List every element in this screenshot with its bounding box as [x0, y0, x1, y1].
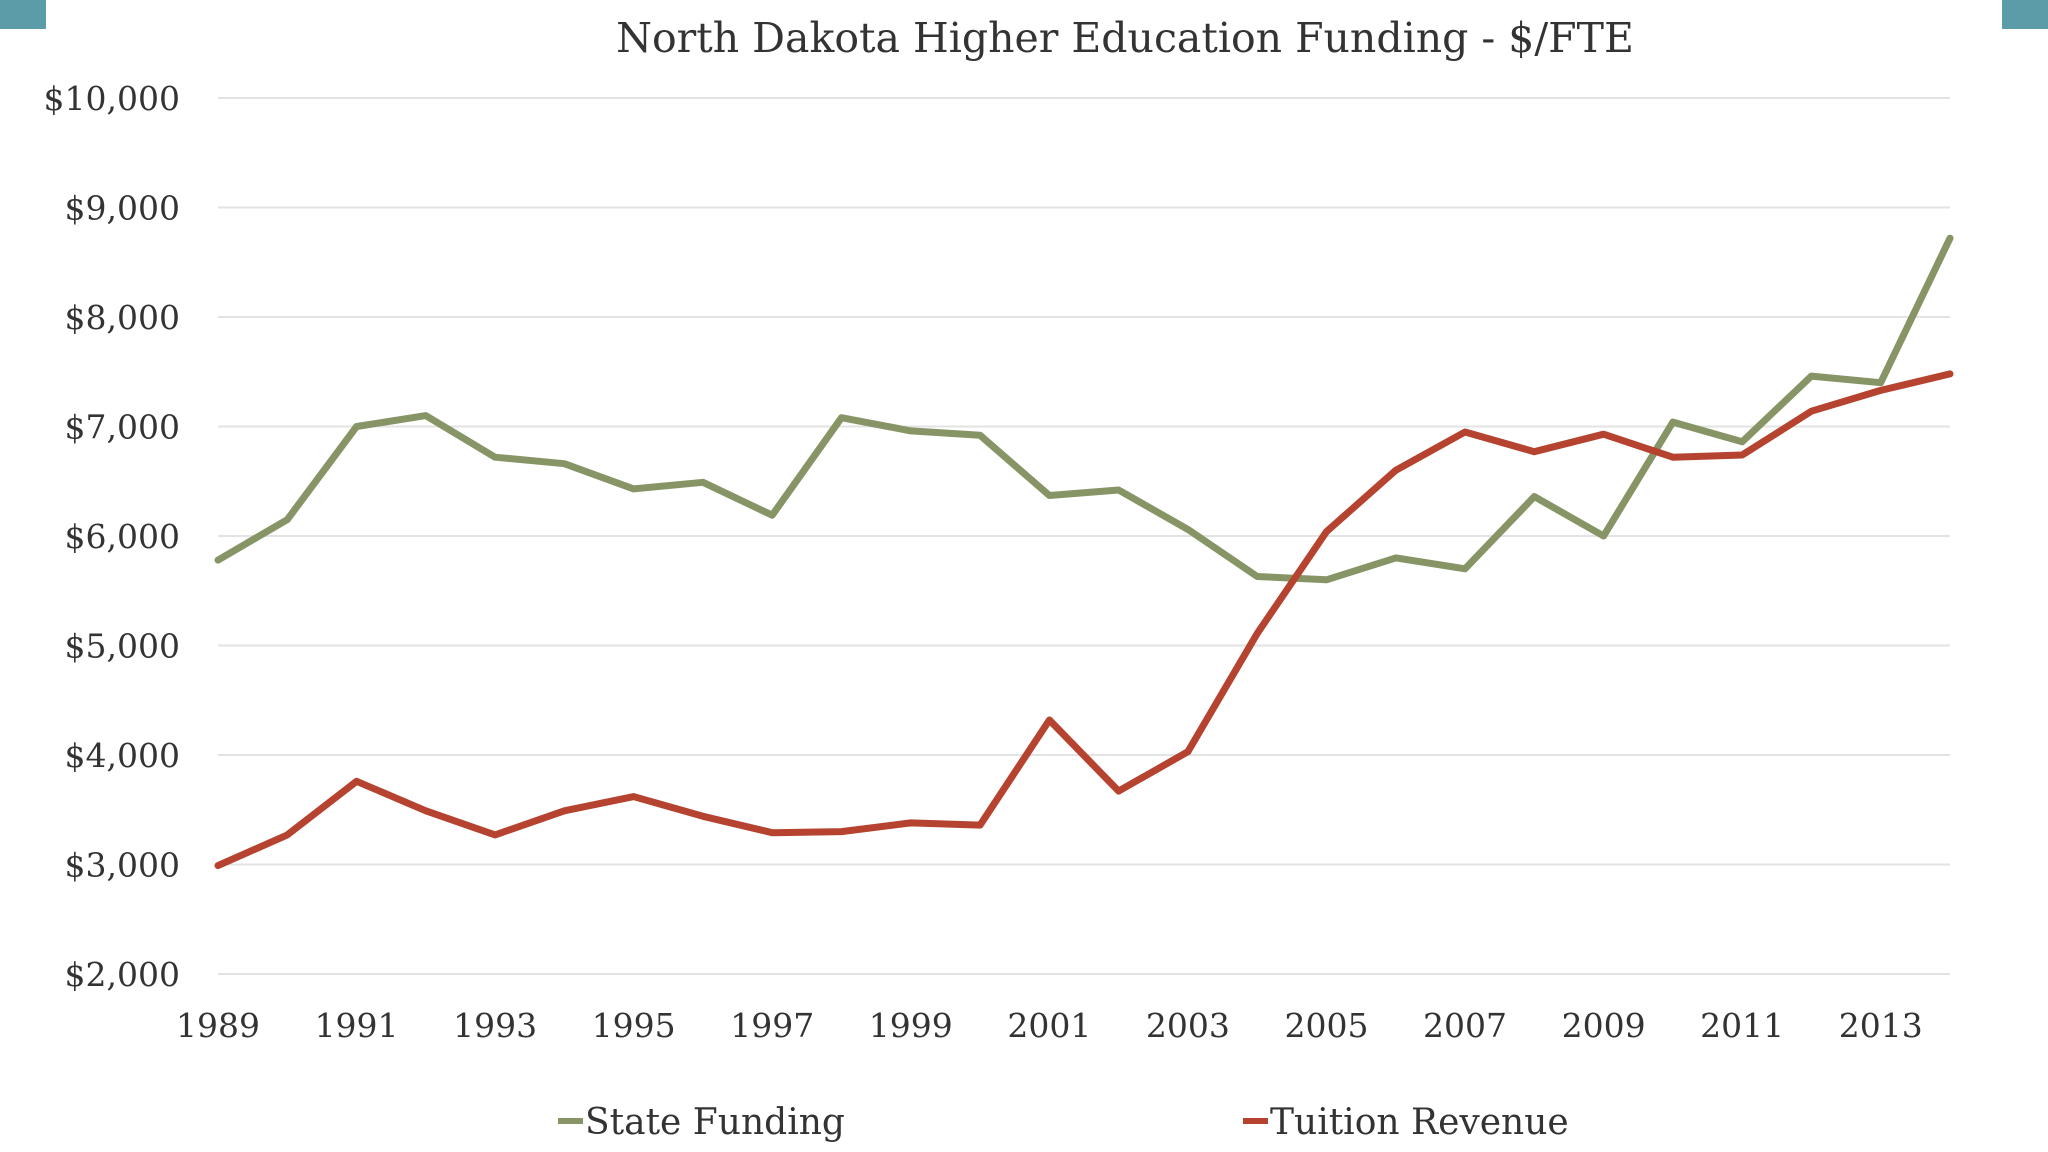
y-tick-label: $5,000	[65, 627, 180, 666]
x-tick-label: 1997	[730, 1006, 814, 1045]
y-tick-label: $8,000	[65, 298, 180, 337]
series-line-tuition-revenue	[214, 370, 1954, 870]
legend-label-state-funding: State Funding	[585, 1102, 845, 1143]
slide-corner-accent-left	[0, 0, 46, 29]
x-tick-label: 2001	[1007, 1006, 1091, 1045]
y-tick-label: $2,000	[65, 955, 180, 994]
y-tick-label: $9,000	[65, 189, 180, 228]
chart-title: North Dakota Higher Education Funding - …	[616, 14, 1634, 62]
x-tick-label: 1995	[592, 1006, 676, 1045]
y-tick-label: $4,000	[65, 736, 180, 775]
series-lines	[214, 234, 1954, 870]
slide-corner-accent-right	[2002, 0, 2048, 29]
legend-label-tuition-revenue: Tuition Revenue	[1270, 1102, 1569, 1143]
x-tick-label: 1999	[869, 1006, 953, 1045]
x-tick-label: 2003	[1146, 1006, 1230, 1045]
x-tick-label: 1989	[176, 1006, 260, 1045]
x-tick-label: 1991	[315, 1006, 399, 1045]
y-axis-ticks: $10,000 $9,000 $8,000 $7,000 $6,000 $5,000 $4,…	[44, 79, 180, 994]
y-tick-label: $3,000	[65, 846, 180, 885]
y-tick-label: $10,000	[44, 79, 180, 118]
x-tick-label: 2005	[1284, 1006, 1368, 1045]
y-tick-label: $7,000	[65, 408, 180, 447]
gridlines	[218, 97, 1950, 975]
series-line-state-funding	[214, 234, 1954, 584]
x-axis-ticks: 1989 1991 1993 1995 1997 1999 2001 2003 2005 2007…	[176, 1006, 1923, 1045]
x-tick-label: 2009	[1562, 1006, 1646, 1045]
x-tick-label: 2007	[1423, 1006, 1507, 1045]
x-tick-label: 2013	[1839, 1006, 1923, 1045]
x-tick-label: 1993	[453, 1006, 537, 1045]
y-tick-label: $6,000	[65, 517, 180, 556]
legend: State Funding Tuition Revenue	[558, 1102, 1569, 1143]
x-tick-label: 2011	[1700, 1006, 1784, 1045]
